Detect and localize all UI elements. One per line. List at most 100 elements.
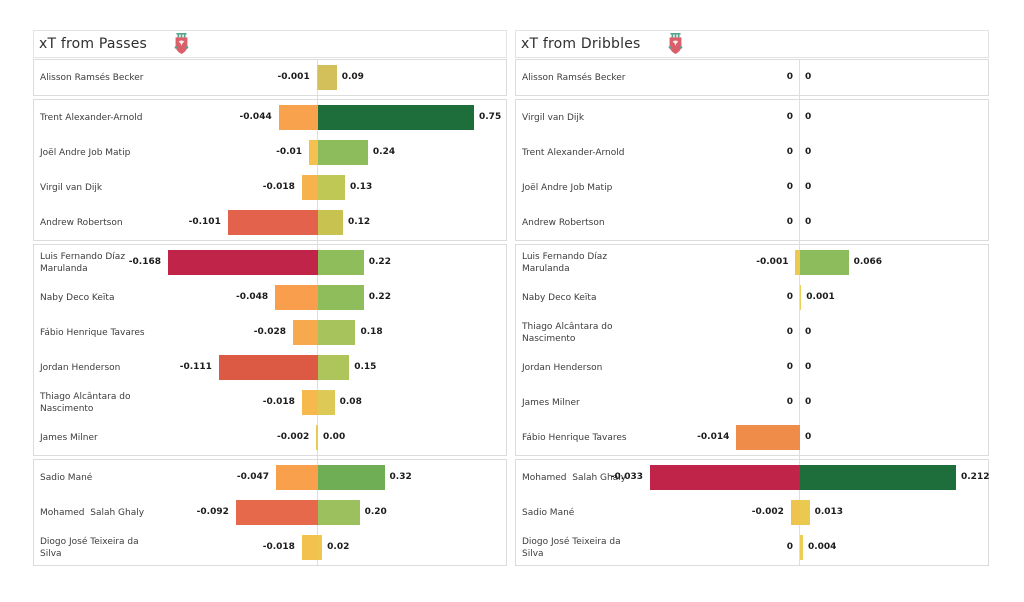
neg-value-label: -0.044 — [239, 112, 272, 122]
chart-row: Sadio Mané -0.002 0.013 — [516, 495, 988, 530]
pos-bar — [318, 500, 360, 525]
player-name: Virgil van Dijk — [40, 182, 103, 193]
pos-value-label: 0.212 — [961, 472, 990, 482]
neg-value-label: 0 — [786, 397, 793, 407]
pos-value-label: 0.013 — [814, 507, 844, 517]
pos-bar — [800, 500, 810, 525]
chart-row: Jordan Henderson -0.111 0.15 — [34, 350, 506, 385]
liverpool-crest-icon — [668, 33, 682, 54]
pos-bar — [800, 535, 803, 560]
group-box: Luis Fernando Díaz Marulanda -0.001 0.066 N… — [515, 244, 989, 456]
neg-value-label: -0.002 — [277, 432, 310, 442]
chart-row: Fábio Henrique Tavares -0.014 0 — [516, 420, 988, 455]
player-name: Andrew Robertson — [40, 217, 123, 228]
zero-axis-line — [799, 59, 800, 566]
chart-row: Diogo José Teixeira da Silva 0 0.004 — [516, 530, 988, 565]
neg-value-label: 0 — [786, 292, 793, 302]
pos-value-label: 0.75 — [479, 112, 502, 122]
player-name: Diogo José Teixeira da Silva — [40, 536, 139, 559]
player-name: Sadio Mané — [522, 507, 575, 518]
pos-bar — [318, 465, 385, 490]
panel-xt-passes: xT from Passes Alisson Ramsés Becker -0.0… — [33, 30, 507, 569]
pos-bar — [318, 390, 335, 415]
neg-bar — [278, 105, 318, 130]
pos-bar — [800, 465, 956, 490]
pos-value-label: 0.13 — [350, 182, 373, 192]
neg-value-label: 0 — [786, 147, 793, 157]
pos-value-label: 0.24 — [372, 147, 396, 157]
pos-value-label: 0 — [805, 112, 812, 122]
zero-axis-line — [317, 59, 318, 566]
neg-value-label: -0.018 — [262, 182, 295, 192]
pos-bar — [318, 355, 350, 380]
group-box: Mohamed Salah Ghaly -0.033 0.212 Sadio Mané… — [515, 459, 989, 566]
neg-bar — [168, 250, 318, 275]
chart-row: James Milner 0 0 — [516, 385, 988, 420]
group-box: Trent Alexander-Arnold -0.044 0.75 Joël And… — [33, 99, 507, 241]
pos-bar — [318, 210, 343, 235]
chart-row: Mohamed Salah Ghaly -0.033 0.212 — [516, 460, 990, 495]
chart-row: Jordan Henderson 0 0 — [516, 350, 988, 385]
chart-row: Naby Deco Keïta 0 0.001 — [516, 280, 988, 315]
chart-row: James Milner -0.002 0.00 — [34, 420, 506, 455]
neg-value-label: -0.101 — [188, 217, 221, 227]
pos-value-label: 0.20 — [364, 507, 387, 517]
player-name: Joël Andre Job Matip — [522, 182, 613, 193]
neg-value-label: -0.018 — [262, 397, 295, 407]
pos-bar — [318, 175, 346, 200]
player-name: Andrew Robertson — [522, 217, 605, 228]
chart-row: Thiago Alcântara do Nascimento 0 0 — [516, 315, 988, 350]
chart-row: Thiago Alcântara do Nascimento -0.018 0.08 — [34, 385, 506, 420]
pos-bar — [318, 285, 364, 310]
pos-bar — [318, 535, 323, 560]
panel-passes-header: xT from Passes — [33, 30, 507, 58]
pos-bar — [318, 320, 356, 345]
chart-row: Trent Alexander-Arnold 0 0 — [516, 135, 988, 170]
neg-bar — [301, 390, 318, 415]
player-name: Luis Fernando Díaz Marulanda — [522, 251, 608, 274]
group-box: Alisson Ramsés Becker 0 0 — [515, 59, 989, 96]
neg-value-label: -0.001 — [756, 257, 789, 267]
neg-value-label: 0 — [786, 362, 793, 372]
pos-value-label: 0.15 — [354, 362, 377, 372]
neg-value-label: -0.028 — [253, 327, 286, 337]
group-box: Luis Fernando Díaz Marulanda -0.168 0.22 Na… — [33, 244, 507, 456]
pos-bar — [318, 250, 364, 275]
neg-value-label: -0.001 — [277, 72, 310, 82]
neg-value-label: 0 — [786, 217, 793, 227]
pos-value-label: 0 — [805, 362, 812, 372]
pos-value-label: 0 — [805, 397, 812, 407]
pos-bar — [318, 105, 474, 130]
neg-value-label: -0.002 — [751, 507, 784, 517]
neg-value-label: -0.047 — [236, 472, 270, 482]
chart-row: Mohamed Salah Ghaly -0.092 0.20 — [34, 495, 506, 530]
player-name: Thiago Alcântara do Nascimento — [522, 321, 613, 344]
pos-bar — [318, 140, 368, 165]
pos-bar — [800, 285, 802, 310]
neg-value-label: -0.033 — [610, 472, 643, 482]
pos-value-label: 0 — [805, 432, 812, 442]
neg-bar — [276, 465, 318, 490]
neg-value-label: -0.018 — [262, 542, 295, 552]
pos-value-label: 0 — [805, 217, 812, 227]
chart-row: Joël Andre Job Matip 0 0 — [516, 170, 988, 205]
liverpool-crest-icon — [174, 33, 189, 54]
neg-bar — [795, 250, 800, 275]
chart-row: Fábio Henrique Tavares -0.028 0.18 — [34, 315, 506, 350]
chart-row: Luis Fernando Díaz Marulanda -0.168 0.22 — [34, 245, 506, 280]
neg-bar — [316, 425, 318, 450]
panel-xt-dribbles: xT from Dribbles Alisson Ramsés Becker 0 0… — [515, 30, 989, 569]
panel-dribbles-header: xT from Dribbles — [515, 30, 989, 58]
neg-value-label: -0.048 — [235, 292, 269, 302]
pos-bar — [800, 250, 849, 275]
player-name: Alisson Ramsés Becker — [40, 72, 144, 83]
player-name: Mohamed Salah Ghaly — [522, 472, 627, 483]
pos-value-label: 0.32 — [389, 472, 412, 482]
neg-value-label: -0.092 — [196, 507, 229, 517]
panel-dribbles-title: xT from Dribbles — [521, 36, 641, 52]
pos-value-label: 0.004 — [807, 542, 837, 552]
chart-row: Alisson Ramsés Becker 0 0 — [516, 60, 988, 95]
panel-dribbles-groups: Alisson Ramsés Becker 0 0 Virgil van Dijk 0 0… — [515, 59, 989, 566]
neg-value-label: -0.01 — [276, 147, 303, 157]
